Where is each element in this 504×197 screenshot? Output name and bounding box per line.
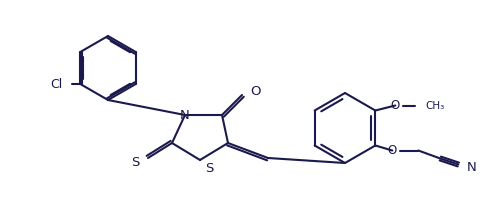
Text: S: S: [205, 162, 213, 175]
Text: O: O: [250, 85, 261, 98]
Text: O: O: [388, 144, 397, 157]
Text: N: N: [180, 109, 190, 122]
Text: S: S: [132, 155, 140, 168]
Text: Cl: Cl: [50, 77, 62, 90]
Text: CH₃: CH₃: [425, 100, 445, 111]
Text: O: O: [391, 99, 400, 112]
Text: N: N: [466, 161, 476, 174]
